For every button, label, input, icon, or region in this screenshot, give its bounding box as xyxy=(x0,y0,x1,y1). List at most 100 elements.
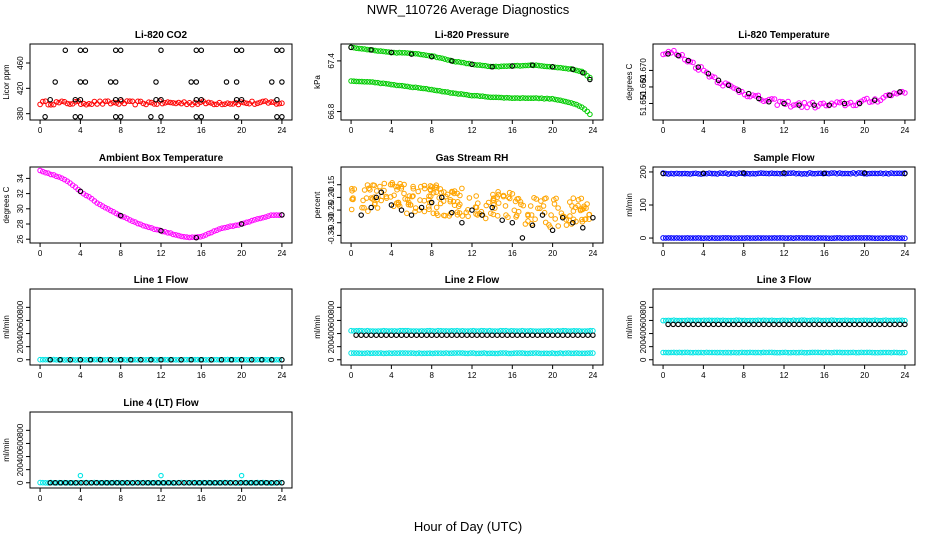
data-point xyxy=(200,233,206,239)
data-point xyxy=(140,357,147,363)
data-point xyxy=(458,91,464,97)
data-point xyxy=(812,349,819,356)
data-point xyxy=(489,332,495,338)
data-point xyxy=(711,170,718,177)
data-point xyxy=(72,99,79,105)
data-point xyxy=(279,114,285,120)
data-point xyxy=(539,212,546,218)
data-point xyxy=(518,201,524,208)
data-point xyxy=(891,90,897,96)
data-point xyxy=(48,171,54,178)
data-point xyxy=(173,232,179,238)
data-point xyxy=(777,235,783,241)
data-point xyxy=(469,332,475,338)
data-point xyxy=(212,480,218,486)
data-point xyxy=(676,349,683,356)
data-point xyxy=(821,170,828,177)
data-point xyxy=(148,357,154,363)
data-point xyxy=(356,327,363,334)
data-point xyxy=(438,350,444,357)
data-point xyxy=(386,350,392,356)
data-point xyxy=(104,480,110,486)
data-point xyxy=(129,218,136,224)
data-point xyxy=(698,349,704,356)
data-point xyxy=(812,235,819,241)
data-point xyxy=(265,480,272,486)
data-point xyxy=(383,332,390,338)
data-point xyxy=(771,321,777,328)
data-point xyxy=(582,328,588,334)
data-point xyxy=(730,317,737,324)
x-tick-label: 12 xyxy=(157,371,166,380)
x-tick-label: 12 xyxy=(157,126,166,135)
data-point xyxy=(546,350,553,357)
data-point xyxy=(720,235,726,241)
data-point xyxy=(279,480,285,486)
data-point xyxy=(72,96,79,103)
data-point xyxy=(167,480,174,486)
data-point xyxy=(232,222,239,229)
data-point xyxy=(579,216,585,223)
x-tick-label: 16 xyxy=(820,126,829,135)
data-point xyxy=(412,84,419,91)
x-tick-label: 8 xyxy=(118,249,123,258)
data-point xyxy=(503,350,509,356)
data-point xyxy=(83,101,90,108)
data-point xyxy=(804,235,810,241)
data-point xyxy=(243,219,250,226)
data-point xyxy=(371,201,378,208)
y-axis: -0.35-0.30-0.25-0.20-0.15 xyxy=(327,175,341,245)
data-point xyxy=(554,97,561,103)
data-point xyxy=(709,349,715,356)
data-point xyxy=(150,480,156,486)
data-point xyxy=(45,356,52,363)
data-point xyxy=(464,332,470,338)
data-point xyxy=(836,170,843,176)
data-point xyxy=(466,92,472,99)
data-point xyxy=(237,480,244,486)
data-point xyxy=(836,321,843,328)
data-point xyxy=(665,349,672,356)
data-point xyxy=(883,92,889,99)
data-point xyxy=(375,48,381,54)
data-point xyxy=(728,317,734,324)
data-point xyxy=(499,217,505,223)
data-point xyxy=(847,349,854,356)
data-point xyxy=(515,195,522,202)
data-point xyxy=(127,480,133,486)
x-axis: 0 4 8 12 16 20 24 xyxy=(349,243,598,258)
chart-panel-1: Li-820 CO2 Licor ppm 0 4 8 12 16 20 24 380 420 460 xyxy=(2,30,293,135)
data-point xyxy=(57,480,64,486)
data-point xyxy=(158,228,164,234)
series-2 xyxy=(47,357,285,363)
data-point xyxy=(533,196,540,202)
data-point xyxy=(64,357,71,363)
chart-title: Line 1 Flow xyxy=(134,275,189,286)
data-point xyxy=(774,349,781,356)
x-tick-label: 24 xyxy=(588,371,597,380)
data-point xyxy=(573,218,579,225)
data-point xyxy=(88,480,95,486)
data-point xyxy=(75,357,81,363)
data-point xyxy=(203,100,209,107)
data-point xyxy=(747,349,753,356)
data-point xyxy=(714,235,721,241)
data-point xyxy=(416,350,422,356)
data-point xyxy=(517,63,523,69)
data-point xyxy=(733,235,740,241)
data-point xyxy=(381,180,388,187)
data-point xyxy=(462,350,469,357)
chart-title: Line 3 Flow xyxy=(757,275,812,286)
data-point xyxy=(117,357,124,363)
x-tick-label: 24 xyxy=(588,249,597,258)
data-point xyxy=(725,235,732,241)
series-2 xyxy=(660,349,908,356)
data-point xyxy=(752,349,759,356)
data-point xyxy=(271,480,277,486)
data-point xyxy=(167,230,174,236)
x-tick-label: 4 xyxy=(78,371,83,380)
data-point xyxy=(213,480,220,486)
data-point xyxy=(262,356,269,363)
data-point xyxy=(839,349,846,356)
